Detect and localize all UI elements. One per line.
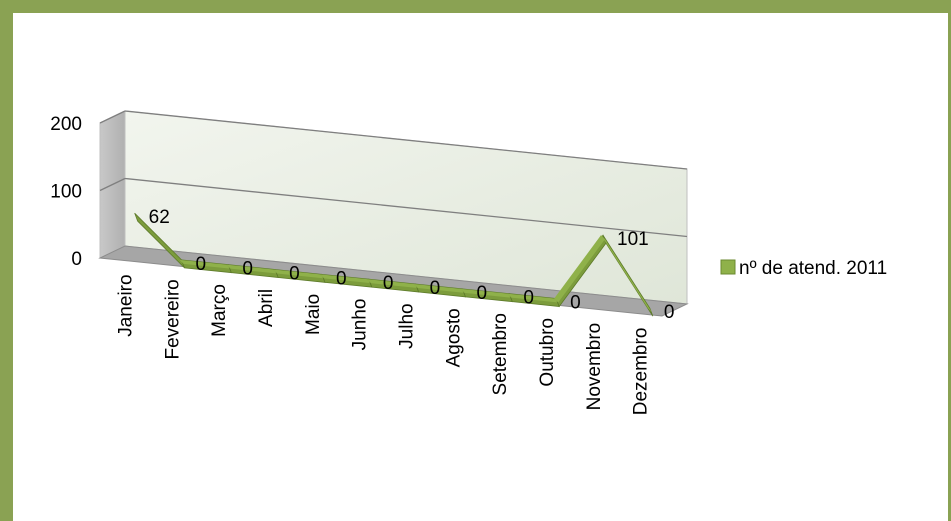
legend: nº de atend. 2011 bbox=[720, 258, 887, 279]
line-segment-top bbox=[132, 213, 184, 264]
line-segment-top bbox=[413, 284, 465, 293]
data-label: 0 bbox=[242, 259, 253, 280]
category-label: Maio bbox=[303, 294, 324, 335]
data-label: 0 bbox=[570, 293, 581, 314]
category-labels: Janeiro Fevereiro Março Abril Maio Junho Julho… bbox=[115, 274, 651, 415]
frame-top-border bbox=[0, 0, 951, 13]
line-segment-top bbox=[507, 293, 559, 303]
category-label: Março bbox=[209, 284, 230, 337]
category-label: Novembro bbox=[584, 323, 605, 411]
frame-left-border bbox=[0, 0, 13, 521]
y-tick-label: 100 bbox=[50, 182, 82, 203]
y-tick-label: 0 bbox=[71, 249, 82, 270]
data-label: 0 bbox=[477, 283, 488, 304]
gridline bbox=[124, 177, 688, 238]
line-segment-top bbox=[320, 274, 371, 284]
category-label: Outubro bbox=[537, 318, 558, 387]
category-label: Abril bbox=[256, 289, 277, 327]
data-label: 101 bbox=[617, 229, 649, 250]
line-segment-top bbox=[554, 235, 605, 303]
line-segment-top bbox=[601, 235, 652, 313]
line-segment-top bbox=[366, 279, 418, 289]
data-label: 0 bbox=[383, 273, 394, 294]
category-label: Setembro bbox=[490, 313, 511, 395]
line-segment-top bbox=[273, 269, 324, 279]
data-label: 0 bbox=[523, 288, 534, 309]
category-label: Fevereiro bbox=[162, 279, 183, 359]
frame-right-border bbox=[948, 0, 951, 521]
line-segment-top bbox=[460, 288, 512, 298]
gridline-side bbox=[99, 177, 126, 192]
y-axis-ticks: 0 100 200 bbox=[50, 114, 82, 270]
data-label: 0 bbox=[196, 254, 207, 275]
data-label: 0 bbox=[289, 264, 300, 285]
data-label: 62 bbox=[149, 207, 170, 228]
line-segment-top bbox=[179, 259, 231, 269]
data-label: 0 bbox=[336, 268, 347, 289]
legend-swatch bbox=[720, 259, 736, 275]
gridline bbox=[124, 110, 688, 170]
series-line bbox=[132, 212, 654, 317]
gridline-side bbox=[99, 110, 126, 124]
y-tick-label: 200 bbox=[50, 114, 82, 135]
category-label: Dezembro bbox=[631, 328, 652, 416]
data-label: 0 bbox=[430, 278, 441, 299]
category-label: Janeiro bbox=[115, 274, 136, 336]
category-label: Julho bbox=[396, 303, 417, 348]
line-segment-top bbox=[226, 264, 278, 274]
category-label: Junho bbox=[350, 299, 371, 351]
data-labels: 62 0 0 0 0 0 0 0 0 0 101 0 bbox=[149, 207, 675, 323]
legend-label: nº de atend. 2011 bbox=[739, 258, 887, 279]
data-label: 0 bbox=[664, 302, 675, 323]
category-label: Agosto bbox=[443, 308, 464, 367]
